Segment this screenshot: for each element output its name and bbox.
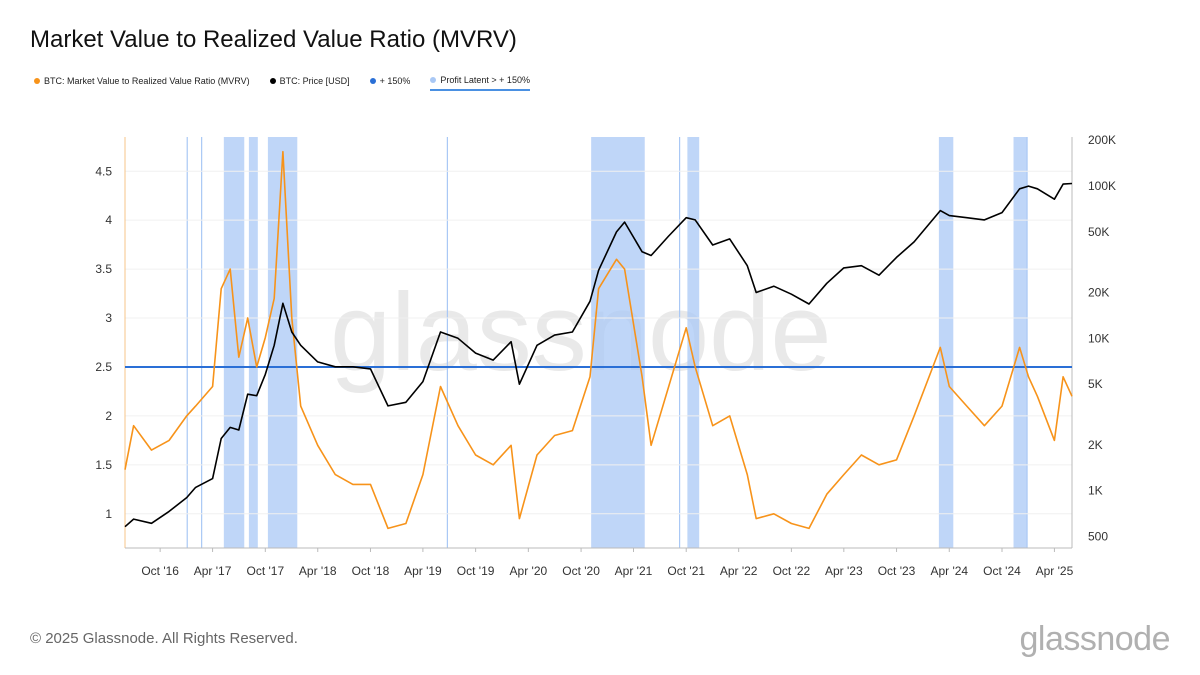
profit-latent-band-1 <box>248 137 258 548</box>
y-right-tick-2: 2K <box>1088 438 1103 452</box>
legend-item-mvrv[interactable]: BTC: Market Value to Realized Value Rati… <box>34 76 250 90</box>
y-right-tick-4: 10K <box>1088 331 1109 345</box>
shaded-periods <box>186 137 1028 548</box>
x-tick-2: Oct '17 <box>246 564 284 578</box>
y-right-tick-3: 5K <box>1088 377 1103 391</box>
y-left-tick-7: 4.5 <box>95 164 112 178</box>
x-tick-0: Oct '16 <box>141 564 179 578</box>
glassnode-logo: glassnode <box>1019 620 1170 658</box>
axes: 1 1.5 2 2.5 3 3.5 4 4.5 500 1K 2K 5K 10K 20K 50K 100K 20… <box>95 133 1116 578</box>
legend-item-threshold[interactable]: + 150% <box>369 76 411 90</box>
x-tick-8: Oct '20 <box>562 564 600 578</box>
x-tick-6: Oct '19 <box>457 564 495 578</box>
y-left-tick-2: 2 <box>105 409 112 423</box>
legend-item-profit-latent[interactable]: Profit Latent > + 150% <box>430 75 530 91</box>
legend-label-price: BTC: Price [USD] <box>279 76 350 86</box>
legend-label-mvrv: BTC: Market Value to Realized Value Rati… <box>44 76 250 86</box>
x-tick-11: Apr '22 <box>720 564 758 578</box>
legend-label-threshold: + 150% <box>379 76 411 86</box>
x-tick-5: Apr '19 <box>404 564 442 578</box>
y-right-tick-0: 500 <box>1088 529 1108 543</box>
x-tick-13: Apr '23 <box>825 564 863 578</box>
legend-item-price[interactable]: BTC: Price [USD] <box>269 76 350 90</box>
profit-latent-band-2 <box>267 137 298 548</box>
y-right-tick-8: 200K <box>1088 133 1116 147</box>
y-right-tick-5: 20K <box>1088 286 1109 300</box>
legend-label-profit-latent: Profit Latent > + 150% <box>440 75 530 85</box>
chart-title: Market Value to Realized Value Ratio (MV… <box>30 26 517 53</box>
x-tick-4: Oct '18 <box>352 564 390 578</box>
legend: BTC: Market Value to Realized Value Rati… <box>34 75 530 91</box>
x-tick-9: Apr '21 <box>615 564 653 578</box>
x-tick-1: Apr '17 <box>194 564 232 578</box>
y-right-tick-6: 50K <box>1088 225 1109 239</box>
y-right-tick-1: 1K <box>1088 484 1103 498</box>
x-tick-3: Apr '18 <box>299 564 337 578</box>
profit-latent-band-0 <box>223 137 245 548</box>
watermark: glassnode <box>330 271 832 394</box>
price-line <box>124 182 1073 528</box>
copyright-text: © 2025 Glassnode. All Rights Reserved. <box>30 630 298 647</box>
profit-latent-band-6 <box>1013 137 1027 548</box>
x-tick-12: Oct '22 <box>773 564 811 578</box>
x-tick-10: Oct '21 <box>667 564 705 578</box>
y-left-tick-6: 4 <box>105 213 112 227</box>
y-left-tick-4: 3 <box>105 311 112 325</box>
legend-dot-threshold <box>369 78 376 84</box>
y-right-tick-7: 100K <box>1088 179 1116 193</box>
legend-dot-mvrv <box>34 78 40 84</box>
legend-dot-profit-latent <box>430 77 437 83</box>
x-tick-14: Oct '23 <box>878 564 916 578</box>
y-left-tick-1: 1.5 <box>95 458 112 472</box>
x-tick-15: Apr '24 <box>930 564 968 578</box>
x-tick-17: Apr '25 <box>1036 564 1074 578</box>
y-left-tick-0: 1 <box>105 507 112 521</box>
mvrv-line <box>124 150 1073 530</box>
y-left-tick-3: 2.5 <box>95 360 112 374</box>
x-tick-7: Apr '20 <box>510 564 548 578</box>
x-tick-16: Oct '24 <box>983 564 1021 578</box>
y-left-tick-5: 3.5 <box>95 262 112 276</box>
series <box>124 150 1073 530</box>
profit-latent-band-5 <box>938 137 954 548</box>
profit-latent-band-4 <box>687 137 700 548</box>
legend-dot-price <box>269 78 276 84</box>
